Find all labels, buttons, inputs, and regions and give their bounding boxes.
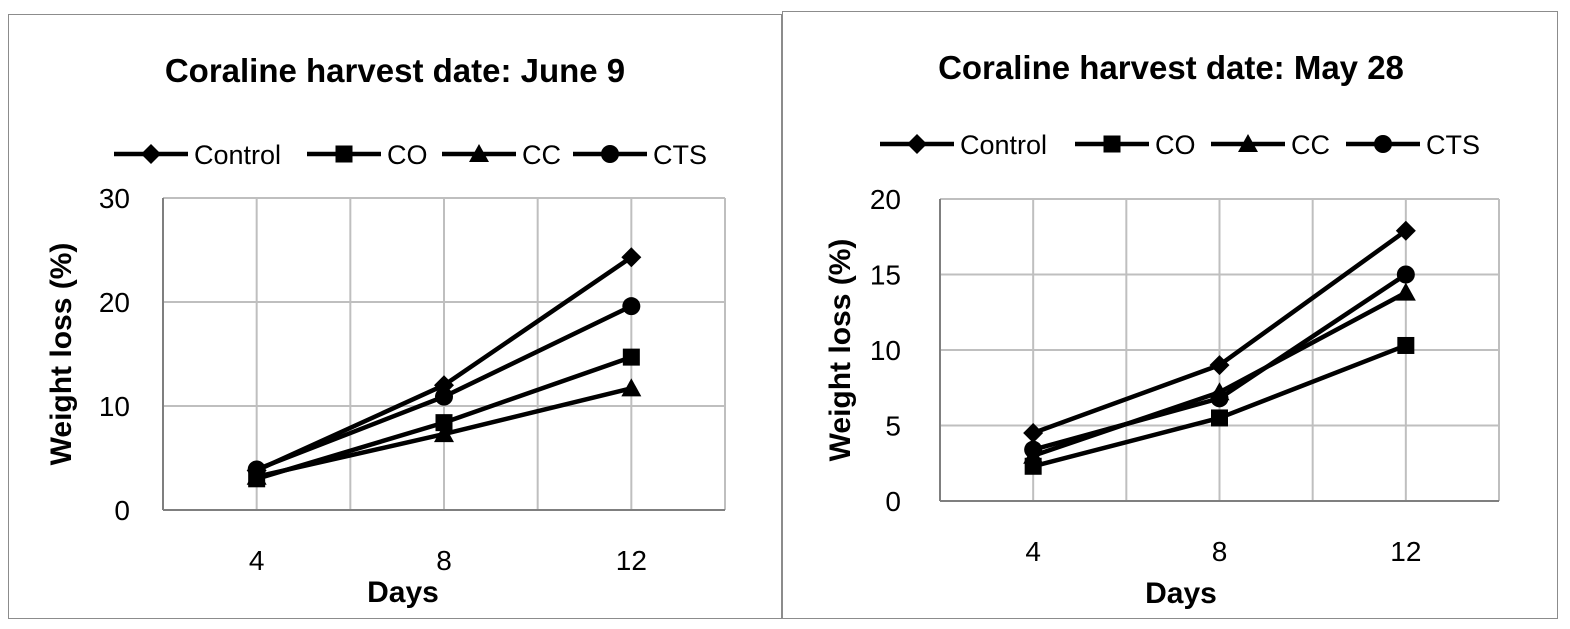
x-axis-label: Days <box>1145 577 1217 610</box>
x-axis-label: Days <box>367 576 439 609</box>
legend-marker-circle <box>1374 135 1392 153</box>
line-chart-may-28: Coraline harvest date: May 28 Control CO C… <box>824 49 1500 610</box>
legend-marker-diamond <box>907 134 927 154</box>
legend-label: Control <box>960 130 1047 160</box>
data-point-cc <box>434 424 454 443</box>
legend-label: CO <box>1155 130 1196 160</box>
legend-label: CC <box>522 140 561 170</box>
data-point-cts <box>622 297 641 316</box>
line-chart-june-9: Coraline harvest date: June 9 Control CO C… <box>45 52 726 609</box>
legend-marker-triangle <box>469 144 489 162</box>
data-point-co <box>435 414 453 432</box>
y-tick-label: 0 <box>885 486 901 517</box>
y-axis-ticks: 0 5 10 15 20 <box>870 184 901 517</box>
y-axis-ticks: 0 10 20 30 <box>99 183 130 526</box>
legend-marker-square <box>1103 135 1121 153</box>
chart-panel-may-28: Coraline harvest date: May 28 Control CO C… <box>782 11 1558 619</box>
data-series <box>246 247 642 488</box>
y-tick-label: 30 <box>99 183 130 214</box>
data-point-cts <box>1210 389 1229 408</box>
chart-legend: Control CO CC CTS <box>114 140 707 170</box>
data-point-cc <box>621 378 642 397</box>
data-point-control <box>1395 220 1416 241</box>
data-point-control <box>621 247 642 268</box>
legend-label: CC <box>1291 130 1330 160</box>
gridlines <box>939 198 1500 502</box>
x-tick-label: 4 <box>1025 536 1041 567</box>
y-axis-label: Weight loss (%) <box>824 239 857 462</box>
legend-label: CTS <box>653 140 707 170</box>
x-axis-ticks: 4 8 12 <box>249 545 647 576</box>
data-series <box>1023 220 1416 475</box>
x-tick-label: 4 <box>249 545 265 576</box>
data-point-control <box>1209 355 1230 376</box>
legend-label: CTS <box>1426 130 1480 160</box>
data-point-co <box>1397 336 1415 354</box>
x-tick-label: 12 <box>616 545 647 576</box>
legend-marker-diamond <box>141 144 161 164</box>
data-point-co <box>1211 409 1228 427</box>
gridlines <box>162 197 726 511</box>
legend-label: Control <box>194 140 281 170</box>
y-tick-label: 20 <box>870 184 901 215</box>
data-point-co <box>622 348 640 366</box>
chart-legend: Control CO CC CTS <box>880 130 1480 160</box>
chart-panel-june-9: Coraline harvest date: June 9 Control CO C… <box>8 14 782 619</box>
x-tick-label: 8 <box>436 545 452 576</box>
x-tick-label: 8 <box>1212 536 1228 567</box>
chart-title: Coraline harvest date: June 9 <box>165 52 625 89</box>
data-point-cts <box>1396 265 1415 284</box>
data-point-cts <box>1024 440 1043 459</box>
y-tick-label: 10 <box>99 391 130 422</box>
legend-marker-circle <box>601 145 619 163</box>
data-point-cc <box>1395 282 1416 301</box>
y-tick-label: 5 <box>885 411 901 442</box>
x-axis-ticks: 4 8 12 <box>1025 536 1421 567</box>
data-point-cts <box>435 387 453 406</box>
y-tick-label: 20 <box>99 287 130 318</box>
legend-marker-square <box>335 145 353 163</box>
legend-label: CO <box>387 140 428 170</box>
y-tick-label: 10 <box>870 335 901 366</box>
x-tick-label: 12 <box>1390 536 1421 567</box>
data-point-cts <box>247 460 266 479</box>
y-tick-label: 0 <box>114 495 130 526</box>
legend-marker-triangle <box>1238 134 1258 152</box>
chart-title: Coraline harvest date: May 28 <box>938 49 1404 86</box>
y-tick-label: 15 <box>870 260 901 291</box>
y-axis-label: Weight loss (%) <box>45 243 78 466</box>
